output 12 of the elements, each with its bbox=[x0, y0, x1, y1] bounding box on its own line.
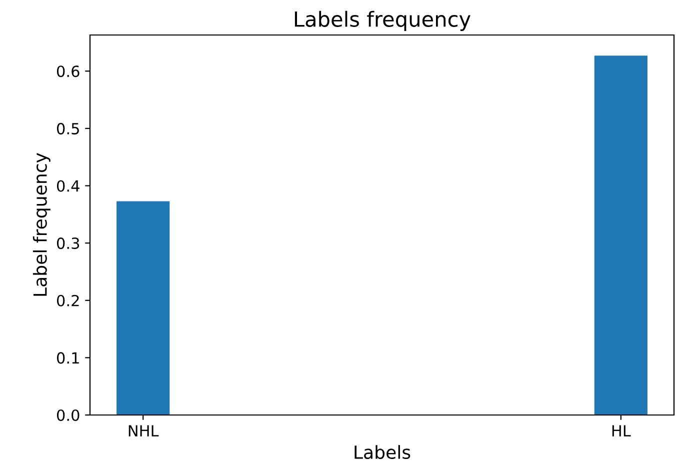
x-tick-label: HL bbox=[612, 425, 631, 436]
y-tick-label: 0.6 bbox=[56, 66, 80, 78]
y-tick-label: 0.3 bbox=[56, 238, 80, 250]
y-tick-label: 0.2 bbox=[56, 294, 79, 306]
y-tick-label: 0.4 bbox=[56, 180, 80, 192]
y-axis-title: Label frequency bbox=[32, 153, 50, 296]
y-tick-label: 0.0 bbox=[56, 409, 80, 422]
y-tick-label: 0.5 bbox=[56, 122, 79, 134]
chart-title: Labels frequency bbox=[294, 10, 470, 31]
x-axis-title: Labels bbox=[354, 445, 410, 460]
y-tick-label: 0.1 bbox=[56, 352, 79, 364]
x-tick-label: NHL bbox=[128, 425, 159, 436]
